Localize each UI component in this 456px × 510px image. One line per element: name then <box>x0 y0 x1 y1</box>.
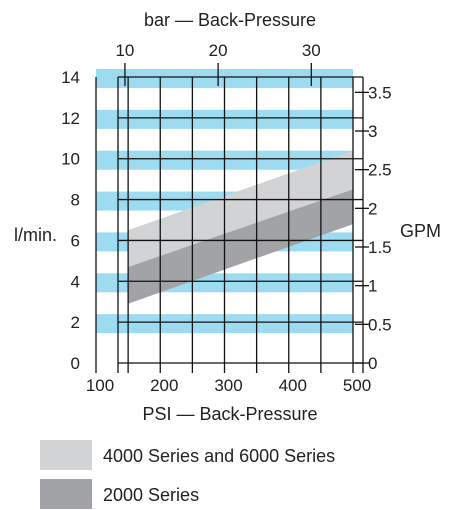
y-tick-label-2: 2 <box>71 313 80 332</box>
legend-label-series-2: 2000 Series <box>103 485 199 505</box>
legend-swatch-series-2 <box>40 479 92 509</box>
x-axis-title: PSI — Back-Pressure <box>142 404 317 424</box>
series-area-2 <box>128 189 353 304</box>
legend-swatch-series-1 <box>40 440 92 470</box>
y-tick-label-6: 6 <box>71 231 80 250</box>
x2-tick-label-10: 10 <box>115 41 134 60</box>
y-tick-label-4: 4 <box>71 272 80 291</box>
y-axis-title: l/min. <box>14 225 57 245</box>
y-tick-label-8: 8 <box>71 191 80 210</box>
legend: 4000 Series and 6000 Series 2000 Series <box>40 440 335 509</box>
x2-tick-label-30: 30 <box>302 41 321 60</box>
y2-tick-label-3.5: 3.5 <box>368 83 392 102</box>
y-tick-label-0: 0 <box>71 354 80 373</box>
y-tick-label-14: 14 <box>61 68 80 87</box>
series-areas <box>128 150 353 304</box>
x-tick-label-200: 200 <box>150 376 178 395</box>
y2-tick-label-2.5: 2.5 <box>368 161 392 180</box>
y2-tick-label-1.5: 1.5 <box>368 238 392 257</box>
y2-tick-label-3: 3 <box>368 122 377 141</box>
y2-axis-title: GPM <box>400 221 441 241</box>
x2-tick-label-20: 20 <box>209 41 228 60</box>
x-tick-label-100: 100 <box>86 376 114 395</box>
y2-tick-label-2: 2 <box>368 199 377 218</box>
x-tick-label-300: 300 <box>214 376 242 395</box>
x2-axis-title: bar — Back-Pressure <box>144 10 316 30</box>
y-tick-label-12: 12 <box>61 109 80 128</box>
series-area-1 <box>128 150 353 267</box>
y2-tick-label-0.5: 0.5 <box>368 315 392 334</box>
x-tick-label-500: 500 <box>343 376 371 395</box>
x-tick-label-400: 400 <box>279 376 307 395</box>
grid-lines <box>95 63 369 373</box>
y2-tick-label-0: 0 <box>368 354 377 373</box>
y2-tick-label-1: 1 <box>368 277 377 296</box>
legend-label-series-1: 4000 Series and 6000 Series <box>103 446 335 466</box>
y-tick-label-10: 10 <box>61 150 80 169</box>
